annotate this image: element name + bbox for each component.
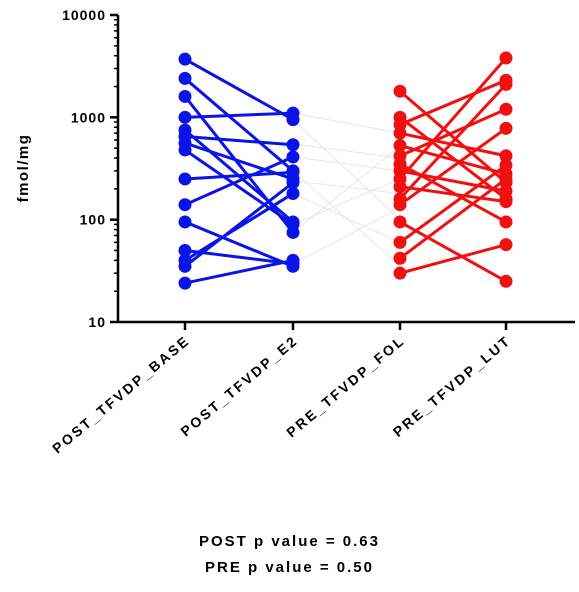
pre-point-a-12: [394, 215, 407, 228]
post-point-b-7: [287, 218, 300, 231]
x-tick-label-1: POST_TFVDP_E2: [177, 332, 301, 439]
pre-point-a-15: [394, 267, 407, 280]
y-tick-label-1: 100: [80, 212, 106, 228]
pre-point-a-14: [394, 252, 407, 265]
post-point-a-10: [179, 215, 192, 228]
y-axis-label: fmol/mg: [15, 134, 32, 203]
post-point-b-3: [287, 107, 300, 120]
pre-p-value: PRE p value = 0.50: [0, 559, 579, 576]
pre-line-15: [400, 245, 506, 274]
bridge-line-0: [293, 120, 400, 220]
pre-point-b-15: [500, 238, 513, 251]
pre-point-a-0: [394, 85, 407, 98]
pre-point-b-6: [500, 215, 513, 228]
post-p-value: POST p value = 0.63: [0, 533, 579, 550]
post-point-b-9: [287, 150, 300, 163]
pre-line-14: [400, 179, 506, 258]
post-point-a-2: [179, 90, 192, 103]
post-point-a-3: [179, 111, 192, 124]
pre-line-1: [400, 117, 506, 198]
bridge-line-4: [293, 181, 400, 194]
post-line-3: [185, 113, 293, 117]
post-point-a-1: [179, 72, 192, 85]
post-line-13: [185, 183, 293, 267]
pre-point-b-14: [500, 172, 513, 185]
pre-line-13: [400, 165, 506, 242]
post-point-a-9: [179, 198, 192, 211]
post-point-a-14: [179, 277, 192, 290]
post-line-12: [185, 194, 293, 261]
pre-point-b-8: [500, 52, 513, 65]
post-point-b-13: [287, 176, 300, 189]
post-point-b-14: [287, 254, 300, 267]
bridge-line-3: [293, 171, 400, 266]
post-point-b-5: [287, 138, 300, 151]
pre-point-b-12: [500, 275, 513, 288]
post-point-a-8: [179, 172, 192, 185]
post-point-a-7: [179, 143, 192, 156]
post-point-a-0: [179, 53, 192, 66]
post-line-1: [185, 78, 293, 170]
bridge-line-7: [293, 208, 400, 264]
bridge-line-8: [293, 113, 400, 133]
post-point-a-13: [179, 260, 192, 273]
pre-point-b-11: [500, 122, 513, 135]
pre-point-a-11: [394, 198, 407, 211]
pre-point-a-3: [394, 127, 407, 140]
y-tick-label-2: 1000: [71, 109, 106, 125]
pre-point-b-9: [500, 195, 513, 208]
y-tick-label-3: 10000: [62, 7, 106, 23]
pre-point-b-10: [500, 78, 513, 91]
bridge-line-1: [293, 144, 400, 158]
pre-point-a-13: [394, 236, 407, 249]
x-tick-label-0: POST_TFVDP_BASE: [49, 332, 193, 456]
post-line-0: [185, 59, 293, 119]
x-tick-label-2: PRE_TFVDP_FOL: [283, 332, 408, 440]
pre-point-b-13: [500, 159, 513, 172]
pre-point-a-9: [394, 180, 407, 193]
y-tick-label-0: 10: [88, 314, 106, 330]
x-tick-label-3: PRE_TFVDP_LUT: [390, 332, 514, 440]
pre-point-b-5: [500, 103, 513, 116]
post-line-14: [185, 260, 293, 283]
